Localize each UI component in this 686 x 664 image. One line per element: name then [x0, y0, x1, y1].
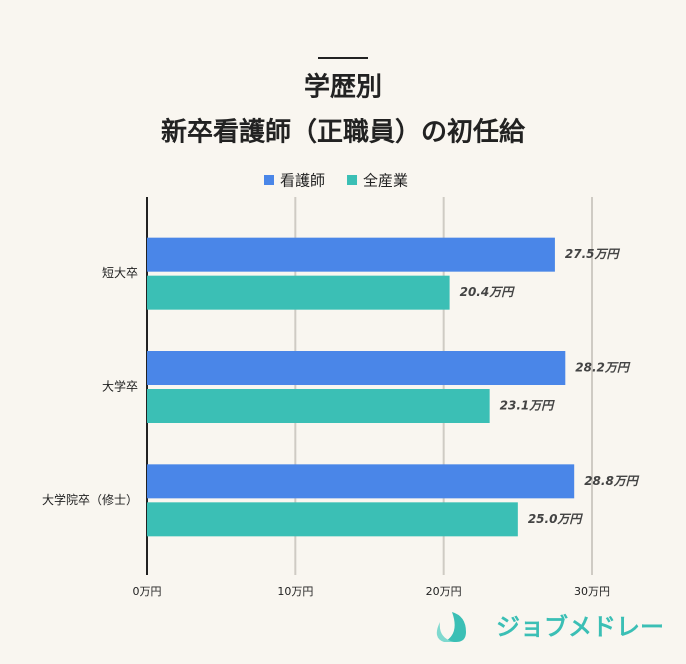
brand-icon: [436, 622, 454, 642]
value-label: 28.8万円: [584, 474, 640, 488]
bar: [147, 275, 450, 310]
brand-logo: ジョブメドレー: [436, 612, 664, 642]
chart-title: 新卒看護師（正職員）の初任給: [161, 117, 526, 148]
legend-label: 全産業: [363, 172, 408, 190]
chart-title: 学歴別: [304, 72, 382, 103]
value-label: 27.5万円: [565, 247, 621, 261]
y-tick-label: 短大卒: [102, 266, 138, 280]
brand-name: ジョブメドレー: [496, 613, 664, 641]
x-tick-label: 20万円: [426, 585, 462, 598]
legend-swatch: [347, 175, 358, 185]
y-tick-label: 大学卒: [102, 379, 138, 394]
bar: [147, 237, 555, 272]
y-tick-label: 大学院卒（修士）: [42, 492, 138, 507]
value-label: 25.0万円: [528, 512, 584, 526]
value-label: 23.1万円: [500, 399, 556, 413]
bar: [147, 351, 566, 385]
bar: [147, 464, 575, 499]
x-tick-label: 0万円: [133, 585, 162, 598]
bar: [147, 389, 490, 423]
x-tick-label: 10万円: [277, 585, 313, 598]
brand-icon: [444, 612, 466, 642]
legend-swatch: [264, 175, 274, 185]
x-tick-label: 30万円: [574, 585, 610, 598]
bar: [147, 502, 518, 537]
legend-label: 看護師: [280, 172, 325, 190]
value-label: 28.2万円: [575, 361, 631, 375]
value-label: 20.4万円: [460, 285, 516, 299]
